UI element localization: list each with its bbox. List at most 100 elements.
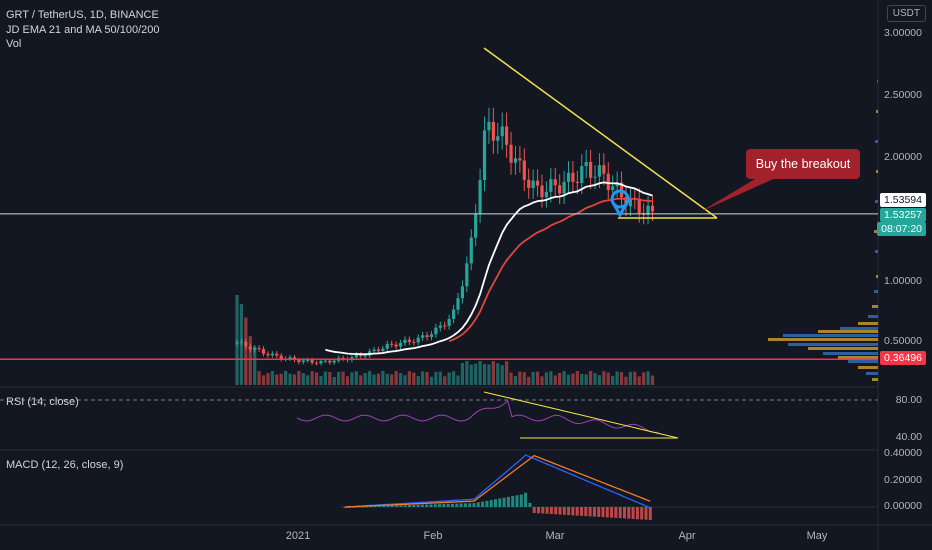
ema-21-line <box>325 181 653 356</box>
currency-button[interactable]: USDT <box>886 5 926 22</box>
volume-bar <box>513 375 518 385</box>
macd-line <box>344 454 651 509</box>
volume-bar <box>332 376 336 385</box>
price-line-tag: 1.53594 <box>880 193 926 207</box>
candle-body <box>505 126 509 145</box>
macd-histogram-bar <box>549 507 553 515</box>
volume-bar <box>438 371 442 385</box>
volume-bar <box>553 375 557 385</box>
x-tick-2021: 2021 <box>285 530 311 542</box>
candle-body <box>562 181 566 194</box>
macd-histogram-bar <box>575 507 579 516</box>
candle-body <box>319 360 323 364</box>
candle-body <box>549 179 553 192</box>
volume-bar <box>460 362 465 385</box>
volume-bar <box>416 376 420 385</box>
macd-histogram-bar <box>618 507 622 519</box>
candle-body <box>323 360 327 362</box>
volume-bar <box>310 371 314 385</box>
volume-profile-bar <box>788 343 878 346</box>
macd-histogram-bar <box>438 504 442 507</box>
candle-body <box>580 166 584 184</box>
ma-50-line <box>448 197 653 343</box>
volume-bar <box>642 372 646 385</box>
candle-body <box>407 339 411 342</box>
x-tick-feb: Feb <box>423 530 443 542</box>
macd-histogram-bar <box>420 504 424 507</box>
volume-bar <box>407 371 411 385</box>
candle-body <box>434 327 438 335</box>
candle-body <box>589 161 593 178</box>
volume-bar <box>451 371 456 385</box>
macd-histogram-bar <box>369 506 373 508</box>
macd-histogram-bar <box>506 496 510 507</box>
candle-body <box>544 191 548 198</box>
volume-bar <box>345 376 350 385</box>
chart-title: GRT / TetherUS, 1D, BINANCE <box>6 9 159 21</box>
volume-bar <box>606 372 610 385</box>
volume-profile-bar <box>858 366 878 369</box>
volume-bar <box>580 373 584 385</box>
candle-body <box>540 185 544 198</box>
volume-bar <box>637 376 641 385</box>
volume-profile-bar <box>823 352 878 355</box>
candle-body <box>394 344 398 347</box>
volume-bar <box>425 372 429 385</box>
candle-body <box>509 144 513 163</box>
volume-bar <box>314 372 319 385</box>
macd-histogram-bar <box>588 507 592 517</box>
macd-histogram-bar <box>627 507 631 519</box>
volume-bar <box>244 317 248 385</box>
macd-histogram-bar <box>408 505 411 507</box>
macd-tick-0-2: 0.20000 <box>884 474 922 486</box>
macd-histogram-bar <box>537 507 540 514</box>
macd-histogram-bar <box>623 507 626 519</box>
volume-bar <box>359 375 363 385</box>
candle-body <box>310 359 314 363</box>
volume-bar <box>434 371 438 385</box>
volume-bar <box>394 371 398 385</box>
macd-histogram-bar <box>558 507 562 515</box>
volume-bar <box>341 371 345 385</box>
volume-bar <box>292 374 297 385</box>
candle-body <box>469 237 473 264</box>
volume-bar <box>275 374 279 385</box>
volume-profile-bar <box>858 322 878 325</box>
candle-body <box>500 126 504 137</box>
macd-histogram-bar <box>644 507 648 520</box>
macd-histogram-bar <box>451 503 454 507</box>
volume-bar <box>297 371 301 385</box>
candle-body <box>518 158 522 161</box>
volume-bar <box>381 371 385 385</box>
candle-body <box>553 179 557 186</box>
volume-profile-bar <box>875 140 878 143</box>
macd-histogram-bar <box>524 492 528 507</box>
macd-histogram-bar <box>601 507 605 518</box>
volume-bar <box>589 371 593 385</box>
candle-body <box>611 186 615 191</box>
candle-body <box>460 286 465 299</box>
macd-histogram-bar <box>416 504 420 507</box>
volume-bar <box>522 372 526 385</box>
volume-profile-bar <box>875 250 878 253</box>
macd-histogram-bar <box>412 504 416 507</box>
candle-body <box>474 213 478 238</box>
candle-body <box>398 342 403 347</box>
volume-profile-bar <box>868 315 878 318</box>
macd-histogram-bar <box>567 507 571 516</box>
macd-histogram-bar <box>494 499 497 507</box>
macd-histogram-bar <box>476 502 480 507</box>
macd-histogram-bar <box>472 503 476 507</box>
x-tick-mar: Mar <box>545 530 565 542</box>
volume-profile-bar <box>874 290 878 293</box>
candle-body <box>602 165 606 174</box>
candle-body <box>288 357 292 359</box>
volume-bar <box>619 372 624 385</box>
candle-body <box>584 161 588 167</box>
macd-histogram-bar <box>360 506 364 508</box>
volume-profile-bar <box>874 230 878 233</box>
macd-histogram-bar <box>571 507 575 516</box>
y-tick-0-5: 0.50000 <box>884 335 922 347</box>
volume-bar <box>301 373 305 385</box>
macd-histogram-bar <box>365 506 368 508</box>
